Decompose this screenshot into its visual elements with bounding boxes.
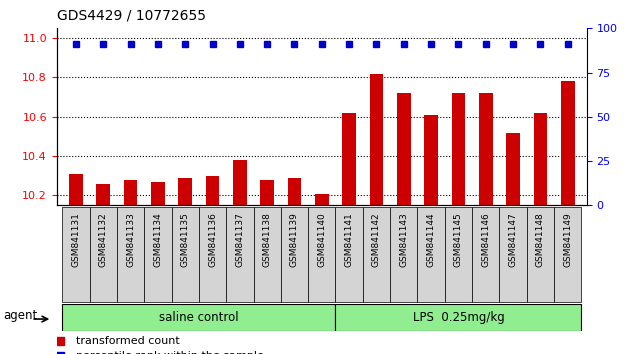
FancyBboxPatch shape [554,207,581,302]
Text: LPS  0.25mg/kg: LPS 0.25mg/kg [413,311,504,324]
Text: GDS4429 / 10772655: GDS4429 / 10772655 [57,9,206,23]
FancyBboxPatch shape [62,304,336,331]
Text: transformed count: transformed count [76,336,180,346]
Text: GSM841137: GSM841137 [235,212,244,267]
FancyBboxPatch shape [445,207,472,302]
Bar [288,178,302,205]
Bar [151,182,165,205]
Bar [179,178,192,205]
Bar [206,176,220,205]
FancyBboxPatch shape [472,207,499,302]
Text: GSM841138: GSM841138 [262,212,272,267]
Text: agent: agent [3,309,37,321]
FancyBboxPatch shape [390,207,418,302]
Bar [424,115,438,205]
FancyBboxPatch shape [527,207,554,302]
Bar [479,93,493,205]
FancyBboxPatch shape [336,207,363,302]
Bar [261,180,274,205]
FancyBboxPatch shape [336,304,581,331]
FancyBboxPatch shape [90,207,117,302]
FancyBboxPatch shape [281,207,308,302]
FancyBboxPatch shape [199,207,226,302]
Text: GSM841131: GSM841131 [71,212,80,267]
Text: GSM841143: GSM841143 [399,212,408,267]
FancyBboxPatch shape [144,207,172,302]
Text: GSM841145: GSM841145 [454,212,463,267]
Bar [124,180,138,205]
Text: GSM841147: GSM841147 [509,212,517,267]
Text: GSM841134: GSM841134 [153,212,162,267]
Text: GSM841142: GSM841142 [372,212,381,267]
Text: GSM841144: GSM841144 [427,212,435,267]
FancyBboxPatch shape [62,207,90,302]
Text: GSM841139: GSM841139 [290,212,299,267]
FancyBboxPatch shape [226,207,254,302]
Bar [69,174,83,205]
Text: GSM841148: GSM841148 [536,212,545,267]
Text: GSM841141: GSM841141 [345,212,353,267]
FancyBboxPatch shape [254,207,281,302]
Bar [452,93,465,205]
Bar [342,113,356,205]
FancyBboxPatch shape [418,207,445,302]
FancyBboxPatch shape [117,207,144,302]
Text: GSM841132: GSM841132 [98,212,108,267]
Text: GSM841135: GSM841135 [180,212,190,267]
Text: GSM841133: GSM841133 [126,212,135,267]
Bar [233,160,247,205]
Text: percentile rank within the sample: percentile rank within the sample [76,352,264,354]
Text: GSM841146: GSM841146 [481,212,490,267]
Text: GSM841149: GSM841149 [563,212,572,267]
Bar [397,93,411,205]
Bar [97,184,110,205]
Bar [561,81,575,205]
FancyBboxPatch shape [363,207,390,302]
Text: saline control: saline control [159,311,239,324]
FancyBboxPatch shape [308,207,336,302]
Text: GSM841140: GSM841140 [317,212,326,267]
Bar [534,113,547,205]
Bar [506,132,520,205]
FancyBboxPatch shape [499,207,527,302]
Text: GSM841136: GSM841136 [208,212,217,267]
FancyBboxPatch shape [172,207,199,302]
Bar [315,194,329,205]
Bar [370,74,383,205]
